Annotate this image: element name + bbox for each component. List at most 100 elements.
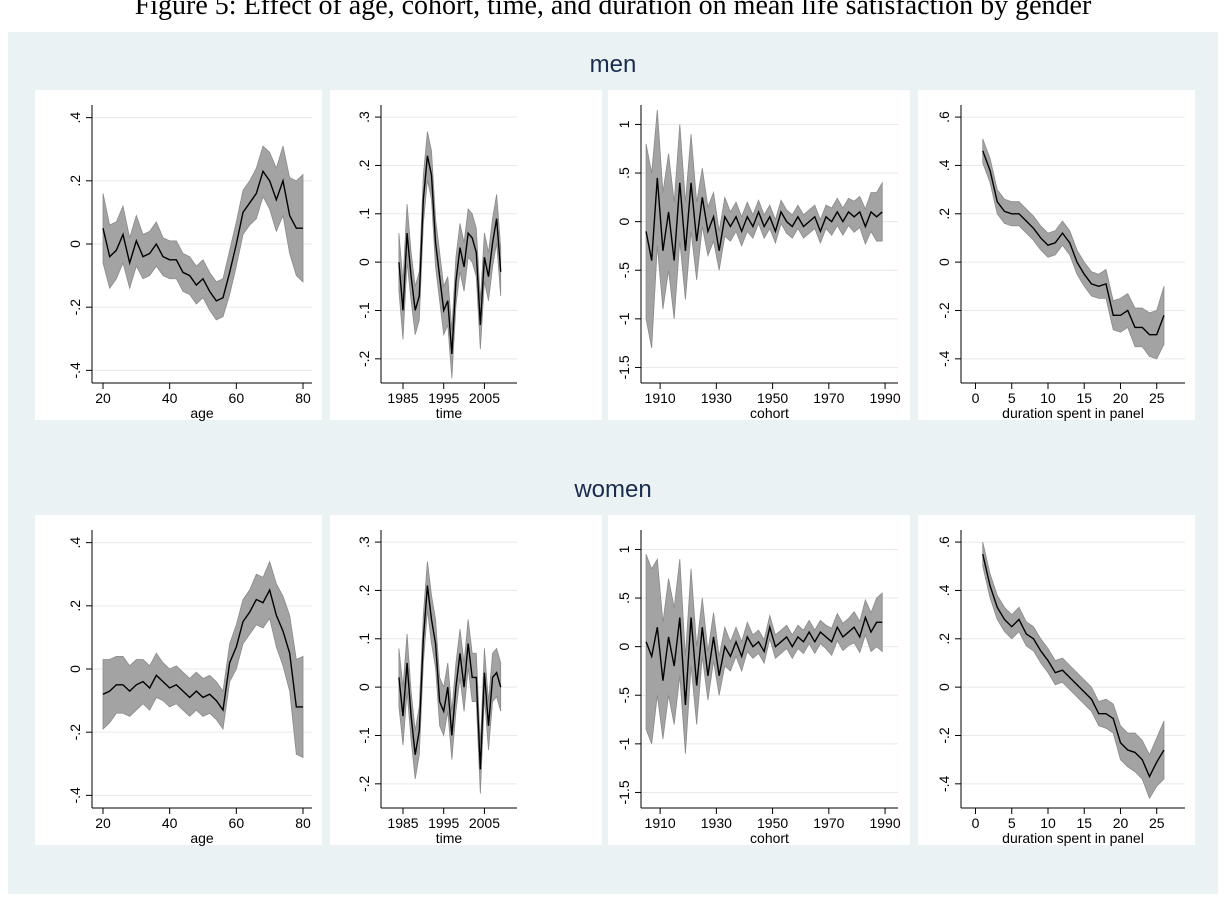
- estimate-line: [102, 588, 303, 712]
- y-tick-label: .1: [356, 633, 372, 645]
- x-axis-label: duration spent in panel: [1002, 830, 1144, 846]
- y-tick-label: .2: [356, 159, 372, 171]
- y-tick-label: -1: [616, 737, 632, 750]
- y-tick-label: -.4: [936, 350, 952, 367]
- y-tick-label: .5: [616, 592, 632, 604]
- x-axis-label: cohort: [750, 830, 789, 846]
- y-tick-label: .6: [936, 111, 952, 123]
- row-title: women: [573, 476, 651, 503]
- x-axis-label: duration spent in panel: [1002, 405, 1144, 421]
- row-title: men: [590, 51, 637, 78]
- x-axis-label: cohort: [750, 405, 789, 421]
- x-axis-label: time: [436, 405, 463, 421]
- figure-title: Figure 5: Effect of age, cohort, time, a…: [135, 0, 1092, 21]
- y-tick-label: 0: [67, 665, 83, 673]
- y-tick-label: .2: [936, 633, 952, 645]
- x-tick-label: 10: [1040, 815, 1056, 831]
- x-tick-label: 20: [1113, 390, 1129, 406]
- confidence-band: [102, 560, 304, 759]
- x-tick-label: 1910: [645, 390, 676, 406]
- y-tick-label: .4: [936, 159, 952, 171]
- y-tick-label: 0: [356, 258, 372, 266]
- estimate-line: [982, 554, 1165, 779]
- y-tick-label: -.2: [67, 724, 83, 741]
- x-tick-label: 1950: [757, 390, 788, 406]
- x-axis-label: age: [190, 405, 214, 421]
- x-tick-label: 25: [1149, 390, 1165, 406]
- y-tick-label: .6: [936, 536, 952, 548]
- y-tick-label: .1: [356, 208, 372, 220]
- x-tick-label: 20: [95, 390, 111, 406]
- y-tick-label: -.5: [616, 262, 632, 279]
- x-tick-label: 2005: [469, 390, 500, 406]
- x-tick-label: 1910: [645, 815, 676, 831]
- y-tick-label: -1: [616, 312, 632, 325]
- x-tick-label: 1970: [813, 390, 844, 406]
- estimate-line: [398, 585, 502, 770]
- y-tick-label: .4: [67, 537, 83, 549]
- x-tick-label: 1985: [387, 390, 418, 406]
- y-tick-label: 1: [616, 120, 632, 128]
- estimate-line: [982, 150, 1165, 336]
- x-tick-label: 1970: [813, 815, 844, 831]
- y-tick-label: -.5: [616, 687, 632, 704]
- y-tick-label: 0: [356, 683, 372, 691]
- y-tick-label: -.4: [67, 362, 83, 379]
- x-tick-label: 15: [1076, 390, 1092, 406]
- x-tick-label: 1930: [701, 390, 732, 406]
- y-tick-label: .5: [616, 167, 632, 179]
- confidence-band: [102, 145, 304, 321]
- y-tick-label: -.2: [356, 775, 372, 792]
- confidence-band: [645, 554, 883, 754]
- y-tick-label: .4: [936, 584, 952, 596]
- x-tick-label: 2005: [469, 815, 500, 831]
- y-tick-label: 0: [67, 240, 83, 248]
- y-tick-label: 0: [936, 258, 952, 266]
- x-tick-label: 1995: [428, 390, 459, 406]
- panel-bg: [918, 90, 1195, 420]
- x-tick-label: 40: [162, 815, 178, 831]
- x-tick-label: 1990: [869, 390, 900, 406]
- confidence-band: [645, 109, 883, 349]
- y-tick-label: 0: [616, 218, 632, 226]
- y-tick-label: .3: [356, 111, 372, 123]
- y-tick-label: 0: [616, 643, 632, 651]
- y-tick-label: -.2: [936, 302, 952, 319]
- y-tick-label: -.4: [67, 787, 83, 804]
- x-tick-label: 20: [95, 815, 111, 831]
- x-tick-label: 10: [1040, 390, 1056, 406]
- estimate-line: [645, 615, 883, 706]
- x-tick-label: 1990: [869, 815, 900, 831]
- y-tick-label: .2: [936, 208, 952, 220]
- x-tick-label: 20: [1113, 815, 1129, 831]
- y-tick-label: -.1: [356, 302, 372, 319]
- y-tick-label: -1.5: [616, 780, 632, 804]
- y-tick-label: -.1: [356, 727, 372, 744]
- y-tick-label: 1: [616, 545, 632, 553]
- y-tick-label: .4: [67, 112, 83, 124]
- x-axis-label: time: [436, 830, 463, 846]
- x-tick-label: 5: [1008, 815, 1016, 831]
- estimate-line: [102, 169, 303, 302]
- x-tick-label: 1995: [428, 815, 459, 831]
- x-tick-label: 0: [972, 390, 980, 406]
- x-tick-label: 60: [229, 390, 245, 406]
- x-tick-label: 25: [1149, 815, 1165, 831]
- y-tick-label: -1.5: [616, 355, 632, 379]
- y-tick-label: -.2: [67, 299, 83, 316]
- y-tick-label: .2: [356, 584, 372, 596]
- y-tick-label: .3: [356, 536, 372, 548]
- estimate-line: [398, 155, 502, 355]
- confidence-band: [982, 138, 1165, 360]
- x-axis-label: age: [190, 830, 214, 846]
- estimate-line: [645, 177, 883, 261]
- x-tick-label: 80: [295, 390, 311, 406]
- y-tick-label: .2: [67, 175, 83, 187]
- y-tick-label: .2: [67, 600, 83, 612]
- x-tick-label: 0: [972, 815, 980, 831]
- x-tick-label: 5: [1008, 390, 1016, 406]
- y-tick-label: -.2: [936, 727, 952, 744]
- x-tick-label: 1930: [701, 815, 732, 831]
- y-tick-label: -.2: [356, 350, 372, 367]
- y-tick-label: -.4: [936, 775, 952, 792]
